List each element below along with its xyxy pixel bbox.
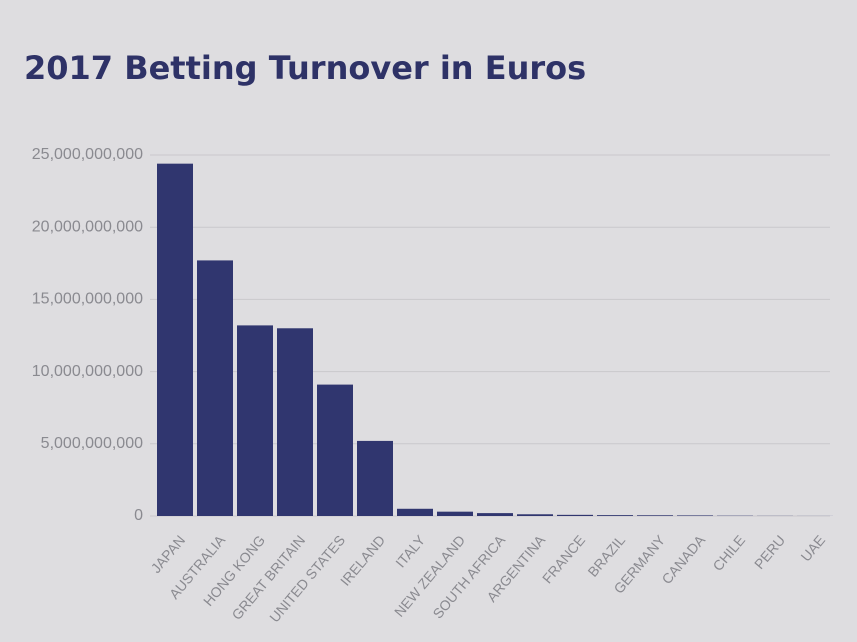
bar <box>557 514 593 516</box>
y-tick-label: 10,000,000,000 <box>32 363 143 380</box>
y-tick-label: 25,000,000,000 <box>32 146 143 163</box>
bar <box>437 511 473 516</box>
bar <box>677 515 713 516</box>
y-tick-label: 15,000,000,000 <box>32 291 143 308</box>
bar <box>597 515 633 516</box>
bar <box>237 325 273 516</box>
bar <box>477 513 513 516</box>
bar <box>317 384 353 516</box>
y-tick-label: 20,000,000,000 <box>32 218 143 235</box>
bar <box>157 163 193 516</box>
bar <box>637 515 673 516</box>
bar <box>357 440 393 516</box>
bar <box>397 508 433 516</box>
y-tick-label: 0 <box>134 507 143 524</box>
y-tick-label: 5,000,000,000 <box>41 435 143 452</box>
bar <box>197 260 233 516</box>
bar <box>277 328 313 516</box>
bar <box>517 514 553 516</box>
chart-title: 2017 Betting Turnover in Euros <box>24 49 586 87</box>
